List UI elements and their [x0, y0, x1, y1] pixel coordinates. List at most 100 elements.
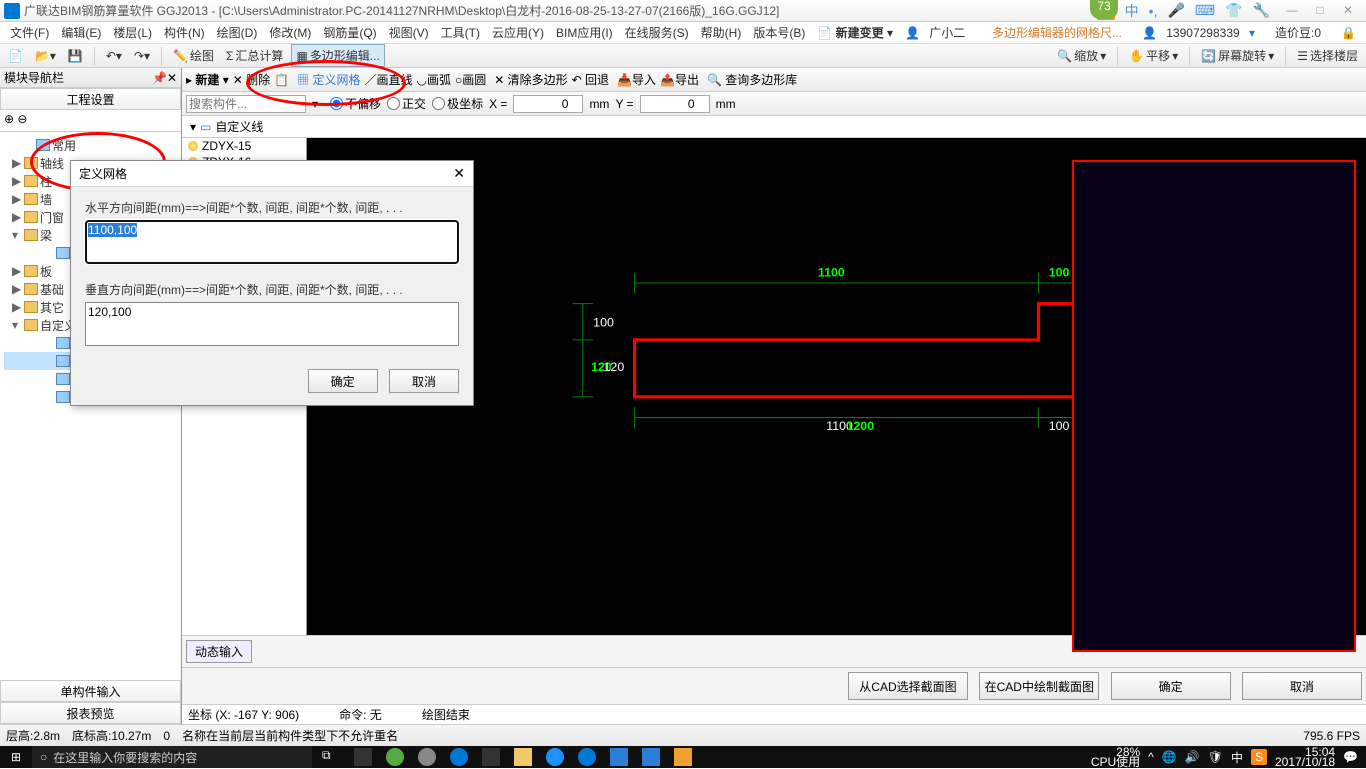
menu-help[interactable]: 帮助(H) — [695, 22, 748, 43]
tray-vol-icon[interactable]: 🔊 — [1185, 750, 1200, 764]
explorer-icon[interactable] — [514, 748, 532, 766]
menu-newchange[interactable]: 📄 新建变更 ▾ — [811, 22, 899, 43]
screenrot-button[interactable]: 🔄屏幕旋转▾ — [1197, 45, 1278, 66]
ie-icon[interactable] — [546, 748, 564, 766]
sumcalc-button[interactable]: Σ 汇总计算 — [222, 45, 287, 66]
selfloor-button[interactable]: ☰ 选择楼层 — [1293, 45, 1362, 66]
tray-shield-icon[interactable]: 🛡 — [1208, 750, 1223, 764]
cortana-search[interactable]: ○ 在这里输入你要搜索的内容 — [32, 746, 312, 768]
defgrid-button[interactable]: ▦ 定义网格 — [297, 71, 360, 88]
polyedit-button[interactable]: ▦ 多边形编辑... — [291, 44, 384, 67]
tree-item[interactable]: 常用 — [4, 136, 177, 154]
menu-rebar[interactable]: 钢筋量(Q) — [317, 22, 382, 43]
thumbnail-view[interactable] — [1072, 162, 1356, 652]
shape-dropdown[interactable]: ▾ ▭ 自定义线 — [182, 116, 1366, 138]
menu-edit[interactable]: 编辑(E) — [55, 22, 107, 43]
draw-button[interactable]: ✏️绘图 — [169, 45, 218, 66]
open-file-icon[interactable]: 📂▾ — [31, 47, 60, 65]
menu-file[interactable]: 文件(F) — [4, 22, 55, 43]
phone-number[interactable]: 👤 13907298339 ▾ — [1136, 24, 1261, 42]
app-icon-2[interactable] — [386, 748, 404, 766]
menu-online[interactable]: 在线服务(S) — [619, 22, 695, 43]
tray-up-icon[interactable]: ^ — [1148, 750, 1154, 764]
ime-mic-icon[interactable]: 🎤 — [1167, 2, 1184, 19]
ortho-radio[interactable]: 正交 — [387, 95, 426, 112]
query-button[interactable]: 🔍 查询多边形库 — [707, 71, 797, 88]
undo-icon[interactable]: ↶▾ — [102, 47, 126, 65]
taskview-icon[interactable]: ⧉ — [322, 748, 340, 766]
ime-tool-icon[interactable]: 🔧 — [1253, 2, 1270, 19]
tray-notif-icon[interactable]: 💬 — [1343, 750, 1358, 764]
section-project-settings[interactable]: 工程设置 — [0, 88, 181, 110]
ime-punct-icon[interactable]: •, — [1149, 3, 1158, 19]
menu-floor[interactable]: 楼层(L) — [107, 22, 158, 43]
dialog-cancel-button[interactable]: 取消 — [389, 369, 459, 393]
menu-component[interactable]: 构件(N) — [158, 22, 211, 43]
tray-clock[interactable]: 15:042017/10/18 — [1275, 747, 1335, 767]
collapse-icon[interactable]: ⊖ — [17, 112, 27, 126]
new-button[interactable]: ▸ 新建 ▾ — [186, 71, 229, 88]
back-button[interactable]: ↶ 回退 — [572, 71, 609, 88]
line-button[interactable]: ／画直线 — [364, 71, 412, 88]
dialog-ok-button[interactable]: 确定 — [308, 369, 378, 393]
app-icon-3[interactable] — [418, 748, 436, 766]
copy-icon[interactable]: 📋 — [274, 73, 289, 87]
ime-keyboard-icon[interactable]: ⌨ — [1195, 2, 1215, 19]
app-icon-7[interactable] — [674, 748, 692, 766]
menu-draw[interactable]: 绘图(D) — [211, 22, 264, 43]
dynamic-input-button[interactable]: 动态输入 — [186, 640, 252, 663]
circle-button[interactable]: ○画圆 — [455, 71, 486, 88]
noshift-radio[interactable]: 不偏移 — [330, 95, 381, 112]
import-button[interactable]: 📥导入 — [617, 71, 656, 88]
menu-cloud[interactable]: 云应用(Y) — [486, 22, 550, 43]
redo-icon[interactable]: ↷▾ — [130, 47, 154, 65]
report-preview-button[interactable]: 报表预览 — [0, 702, 181, 724]
menu-version[interactable]: 版本号(B) — [747, 22, 811, 43]
save-icon[interactable]: 💾 — [64, 47, 87, 65]
tray-ime[interactable]: 中 — [1231, 749, 1243, 766]
cancel-button[interactable]: 取消 — [1242, 672, 1362, 700]
polar-radio[interactable]: 极坐标 — [432, 95, 483, 112]
expand-icon[interactable]: ⊕ — [4, 112, 14, 126]
cad-select-button[interactable]: 从CAD选择截面图 — [848, 672, 968, 700]
single-input-button[interactable]: 单构件输入 — [0, 680, 181, 702]
cpu-meter[interactable]: 28%CPU使用 — [1091, 747, 1140, 767]
app-icon-1[interactable] — [354, 748, 372, 766]
export-button[interactable]: 📤导出 — [660, 71, 699, 88]
y-input[interactable] — [640, 95, 710, 113]
list-item[interactable]: ZDYX-15 — [182, 138, 306, 154]
app-icon-6[interactable] — [642, 748, 660, 766]
dialog-header[interactable]: 定义网格 ✕ — [71, 161, 473, 187]
pan-button[interactable]: ✋平移▾ — [1125, 45, 1182, 66]
ime-skin-icon[interactable]: 👕 — [1225, 2, 1242, 19]
minimize-button[interactable]: — — [1278, 1, 1306, 21]
arc-button[interactable]: ◡画弧 — [416, 71, 451, 88]
search-input[interactable] — [186, 95, 306, 113]
menu-view[interactable]: 视图(V) — [383, 22, 435, 43]
start-button[interactable]: ⊞ — [0, 750, 32, 764]
h-spacing-input[interactable] — [85, 220, 459, 264]
app-icon-5[interactable] — [610, 748, 628, 766]
menu-tools[interactable]: 工具(T) — [435, 22, 486, 43]
clear-button[interactable]: ✕ 清除多边形 — [494, 71, 567, 88]
panel-pin-icon[interactable]: 📌 — [152, 71, 167, 85]
dialog-close-button[interactable]: ✕ — [453, 165, 465, 182]
edge-icon[interactable] — [450, 748, 468, 766]
close-button[interactable]: ✕ — [1334, 1, 1362, 21]
zoom-button[interactable]: 🔍缩放▾ — [1053, 45, 1110, 66]
menu-bim[interactable]: BIM应用(I) — [550, 22, 619, 43]
new-file-icon[interactable]: 📄 — [4, 47, 27, 65]
panel-close-icon[interactable]: ✕ — [167, 71, 177, 85]
maximize-button[interactable]: □ — [1306, 1, 1334, 21]
search-dropdown-icon[interactable]: ▾ — [312, 97, 318, 111]
tray-net-icon[interactable]: 🌐 — [1162, 750, 1177, 764]
menu-user[interactable]: 👤 广小二 — [899, 22, 977, 43]
lock-icon[interactable]: 🔒 — [1335, 24, 1362, 42]
v-spacing-input[interactable] — [85, 302, 459, 346]
tray-sogou-icon[interactable]: S — [1251, 749, 1267, 765]
menu-modify[interactable]: 修改(M) — [263, 22, 317, 43]
ok-button[interactable]: 确定 — [1111, 672, 1231, 700]
x-input[interactable] — [513, 95, 583, 113]
cad-draw-button[interactable]: 在CAD中绘制截面图 — [979, 672, 1099, 700]
delete-button[interactable]: ✕ 删除 — [233, 71, 270, 88]
